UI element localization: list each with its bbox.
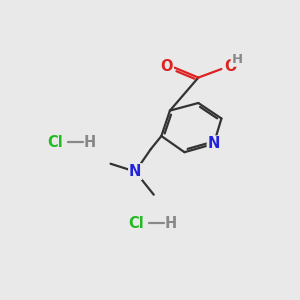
Text: H: H [232, 53, 243, 66]
Text: O: O [224, 59, 236, 74]
Text: Cl: Cl [47, 135, 63, 150]
Text: O: O [160, 59, 173, 74]
Text: N: N [208, 136, 220, 152]
Text: H: H [165, 216, 177, 231]
Text: N: N [129, 164, 142, 179]
Text: Cl: Cl [128, 216, 144, 231]
Text: H: H [84, 135, 96, 150]
